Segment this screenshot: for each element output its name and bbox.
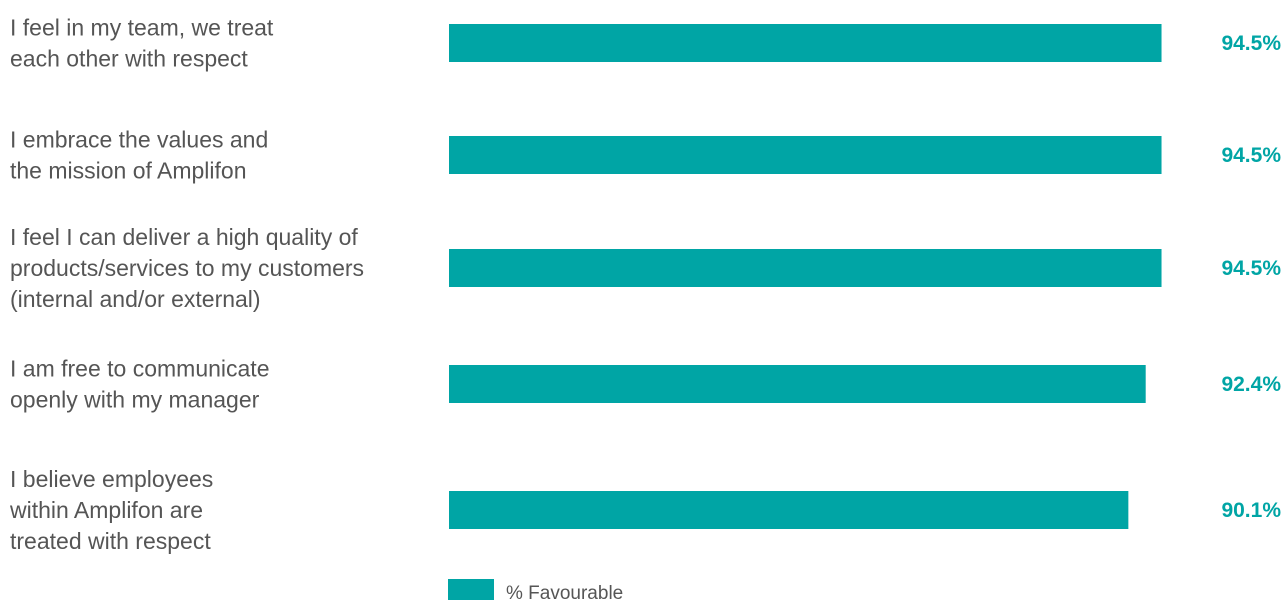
category-label-line: I feel I can deliver a high quality of [10, 224, 358, 250]
category-label-line: the mission of Amplifon [10, 158, 247, 184]
category-label-line: I feel in my team, we treat [10, 15, 274, 41]
category-label-line: I embrace the values and [10, 127, 268, 153]
category-label: I feel I can deliver a high quality of pr… [10, 224, 364, 312]
category-label-line: within Amplifon are [9, 497, 203, 523]
value-label: 94.5% [1221, 32, 1281, 55]
bar [449, 136, 1162, 174]
category-label-line: treated with respect [10, 528, 211, 554]
value-label: 94.5% [1221, 144, 1281, 167]
category-label-line: products/services to my customers [10, 255, 364, 281]
category-label-line: each other with respect [10, 46, 248, 72]
legend-swatch [448, 579, 494, 600]
category-label: I feel in my team, we treat each other wi… [10, 15, 274, 72]
category-label: I embrace the values and the mission of A… [10, 127, 268, 184]
category-label-line: I am free to communicate [10, 356, 270, 382]
bar [449, 365, 1146, 403]
category-label-line: (internal and/or external) [10, 286, 261, 312]
value-label: 94.5% [1221, 257, 1281, 280]
category-label-line: I believe employees [10, 466, 213, 492]
category-label-line: openly with my manager [10, 387, 260, 413]
bar [449, 249, 1162, 287]
category-label: I believe employees within Amplifon are tr… [9, 466, 213, 554]
legend-label: % Favourable [506, 583, 623, 600]
category-label: I am free to communicate openly with my m… [10, 356, 270, 413]
bar [449, 24, 1162, 62]
bar [449, 491, 1129, 529]
value-label: 92.4% [1221, 373, 1281, 396]
value-label: 90.1% [1221, 499, 1281, 522]
